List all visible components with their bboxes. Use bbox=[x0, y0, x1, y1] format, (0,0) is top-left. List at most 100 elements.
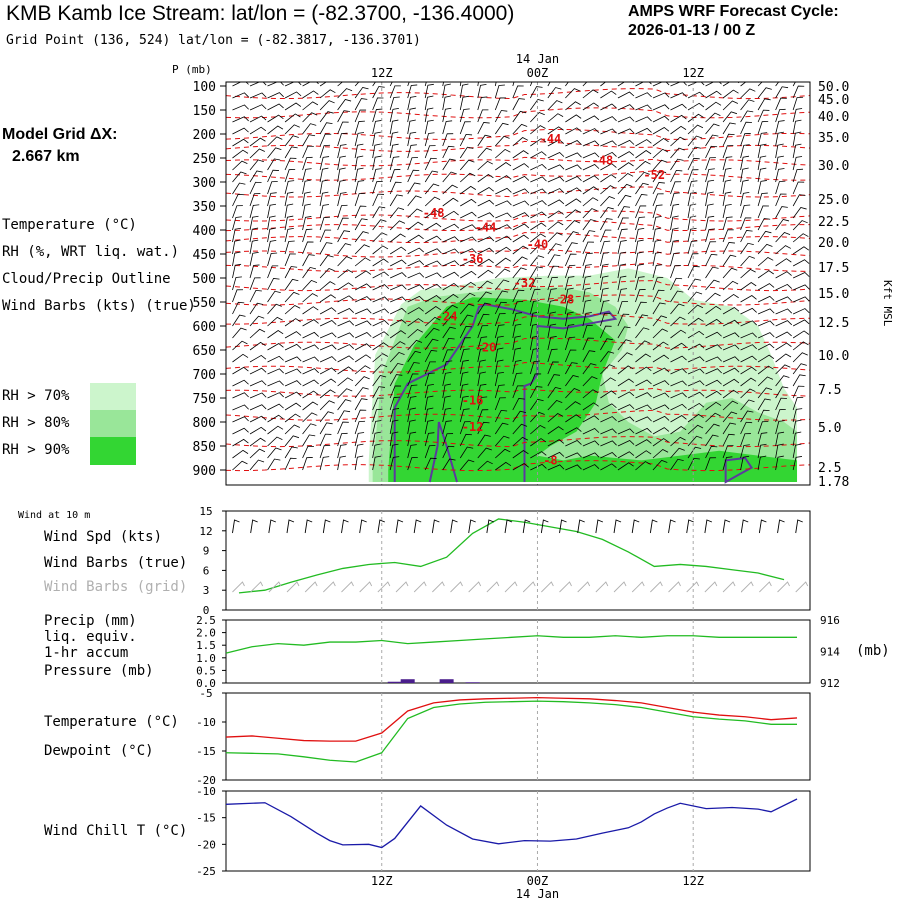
wind-barb bbox=[582, 428, 600, 435]
wind-panel-border bbox=[225, 510, 811, 611]
wind-barb bbox=[389, 385, 402, 399]
wind-barb bbox=[565, 187, 582, 195]
wind-barb bbox=[740, 99, 755, 111]
cloud-outline-low bbox=[428, 421, 458, 483]
wind-barb bbox=[267, 136, 283, 147]
wind-barb bbox=[530, 463, 547, 471]
wind-barb bbox=[705, 228, 716, 243]
wind-barb bbox=[494, 313, 506, 327]
wind-barb bbox=[425, 248, 442, 255]
wind-barb bbox=[302, 368, 319, 375]
temperature-contour bbox=[226, 294, 810, 306]
wind-barb bbox=[757, 230, 772, 243]
wind-barb bbox=[337, 366, 354, 375]
wind-barb bbox=[582, 152, 600, 159]
wind-barb bbox=[232, 366, 249, 375]
wind-barb bbox=[407, 84, 418, 99]
wind-barb bbox=[582, 337, 594, 351]
wind-barb-grid bbox=[613, 581, 627, 593]
wind-barb bbox=[565, 209, 581, 219]
wind-barb-true bbox=[431, 519, 440, 534]
wind-barb bbox=[337, 121, 349, 135]
wind-barb bbox=[565, 152, 582, 159]
windchill-panel-y-tick-label: -15 bbox=[196, 812, 216, 825]
wind-barb bbox=[389, 351, 405, 363]
wind-barb bbox=[232, 171, 247, 183]
wind-barb bbox=[687, 253, 699, 267]
wind-barb bbox=[389, 362, 404, 375]
wind-barb bbox=[617, 404, 635, 411]
wind-barb bbox=[530, 255, 545, 267]
wind-barb bbox=[354, 343, 372, 351]
wind-barb bbox=[477, 347, 487, 363]
wind-barb-true bbox=[795, 519, 803, 534]
temperature-contour-label: -24 bbox=[436, 309, 458, 323]
wind-barb bbox=[407, 272, 425, 279]
wind-barb bbox=[635, 461, 651, 471]
wind-barb bbox=[232, 276, 242, 291]
wind-barb bbox=[372, 232, 388, 243]
wind-barb bbox=[582, 241, 594, 255]
wind-barb-grid bbox=[359, 581, 373, 593]
wind-barb bbox=[705, 134, 719, 147]
wind-barb bbox=[529, 311, 539, 327]
wind-barb bbox=[530, 98, 544, 111]
wind-barb bbox=[635, 327, 650, 339]
wind-barb bbox=[302, 279, 318, 291]
wind-barb bbox=[477, 147, 493, 159]
wind-barb bbox=[407, 107, 416, 123]
wind-barb bbox=[512, 256, 528, 267]
wind-barb bbox=[792, 131, 802, 147]
pressure-y2-tick-label: 912 bbox=[820, 677, 840, 690]
wind-barb bbox=[267, 215, 276, 231]
wind-barb bbox=[670, 147, 685, 159]
wind-barb bbox=[407, 419, 416, 435]
wind-barb bbox=[232, 449, 249, 459]
precip-panel-y-tick-label: 1.5 bbox=[196, 639, 216, 652]
wind-barb bbox=[740, 282, 757, 291]
height-kft-label: 25.0 bbox=[818, 193, 849, 208]
legend-rh70: RH > 70% bbox=[2, 388, 70, 404]
wind-barb bbox=[687, 380, 705, 387]
wind-barb bbox=[687, 435, 703, 447]
temperature-contour bbox=[226, 337, 810, 349]
wind-barb bbox=[337, 282, 354, 291]
wind-barb bbox=[477, 447, 492, 459]
main-panel-border bbox=[225, 81, 811, 486]
wind-barb bbox=[740, 144, 750, 159]
wind-barb bbox=[407, 169, 420, 183]
wind-barb bbox=[354, 82, 360, 87]
wind-panel-title: Wind at 10 m bbox=[18, 510, 91, 521]
wind-barb bbox=[302, 168, 312, 183]
wind-barb bbox=[617, 183, 633, 195]
wind-barb bbox=[284, 228, 294, 243]
wind-barb bbox=[232, 193, 245, 207]
wind-barb bbox=[459, 83, 469, 99]
wind-barb bbox=[337, 230, 351, 243]
pressure-tick-label: 400 bbox=[193, 224, 216, 239]
wind-barb bbox=[775, 443, 784, 459]
wind-barb bbox=[722, 456, 733, 471]
wind-barb bbox=[775, 231, 791, 243]
wind-barb bbox=[670, 103, 687, 111]
wind-barb-true bbox=[359, 519, 367, 534]
wind-barb bbox=[652, 380, 670, 387]
wind-barb bbox=[319, 378, 337, 387]
wind-barb bbox=[424, 350, 438, 363]
wind-barb bbox=[407, 318, 424, 327]
wind-barb bbox=[459, 371, 469, 387]
wind-barb bbox=[249, 289, 262, 303]
wind-barb bbox=[792, 246, 810, 255]
wind-barb bbox=[319, 367, 337, 375]
wind-barb bbox=[407, 182, 421, 195]
wind-barb bbox=[337, 432, 348, 447]
wind-barb bbox=[775, 296, 793, 303]
wind-barb bbox=[547, 199, 565, 207]
wind-barb bbox=[249, 148, 265, 159]
wind-barb bbox=[424, 107, 434, 123]
wind-barb bbox=[494, 84, 505, 99]
wind-barb-grid bbox=[777, 581, 790, 593]
wind-barb bbox=[775, 283, 792, 291]
wind-barb bbox=[495, 461, 512, 471]
height-kft-label: 5.0 bbox=[818, 421, 841, 436]
